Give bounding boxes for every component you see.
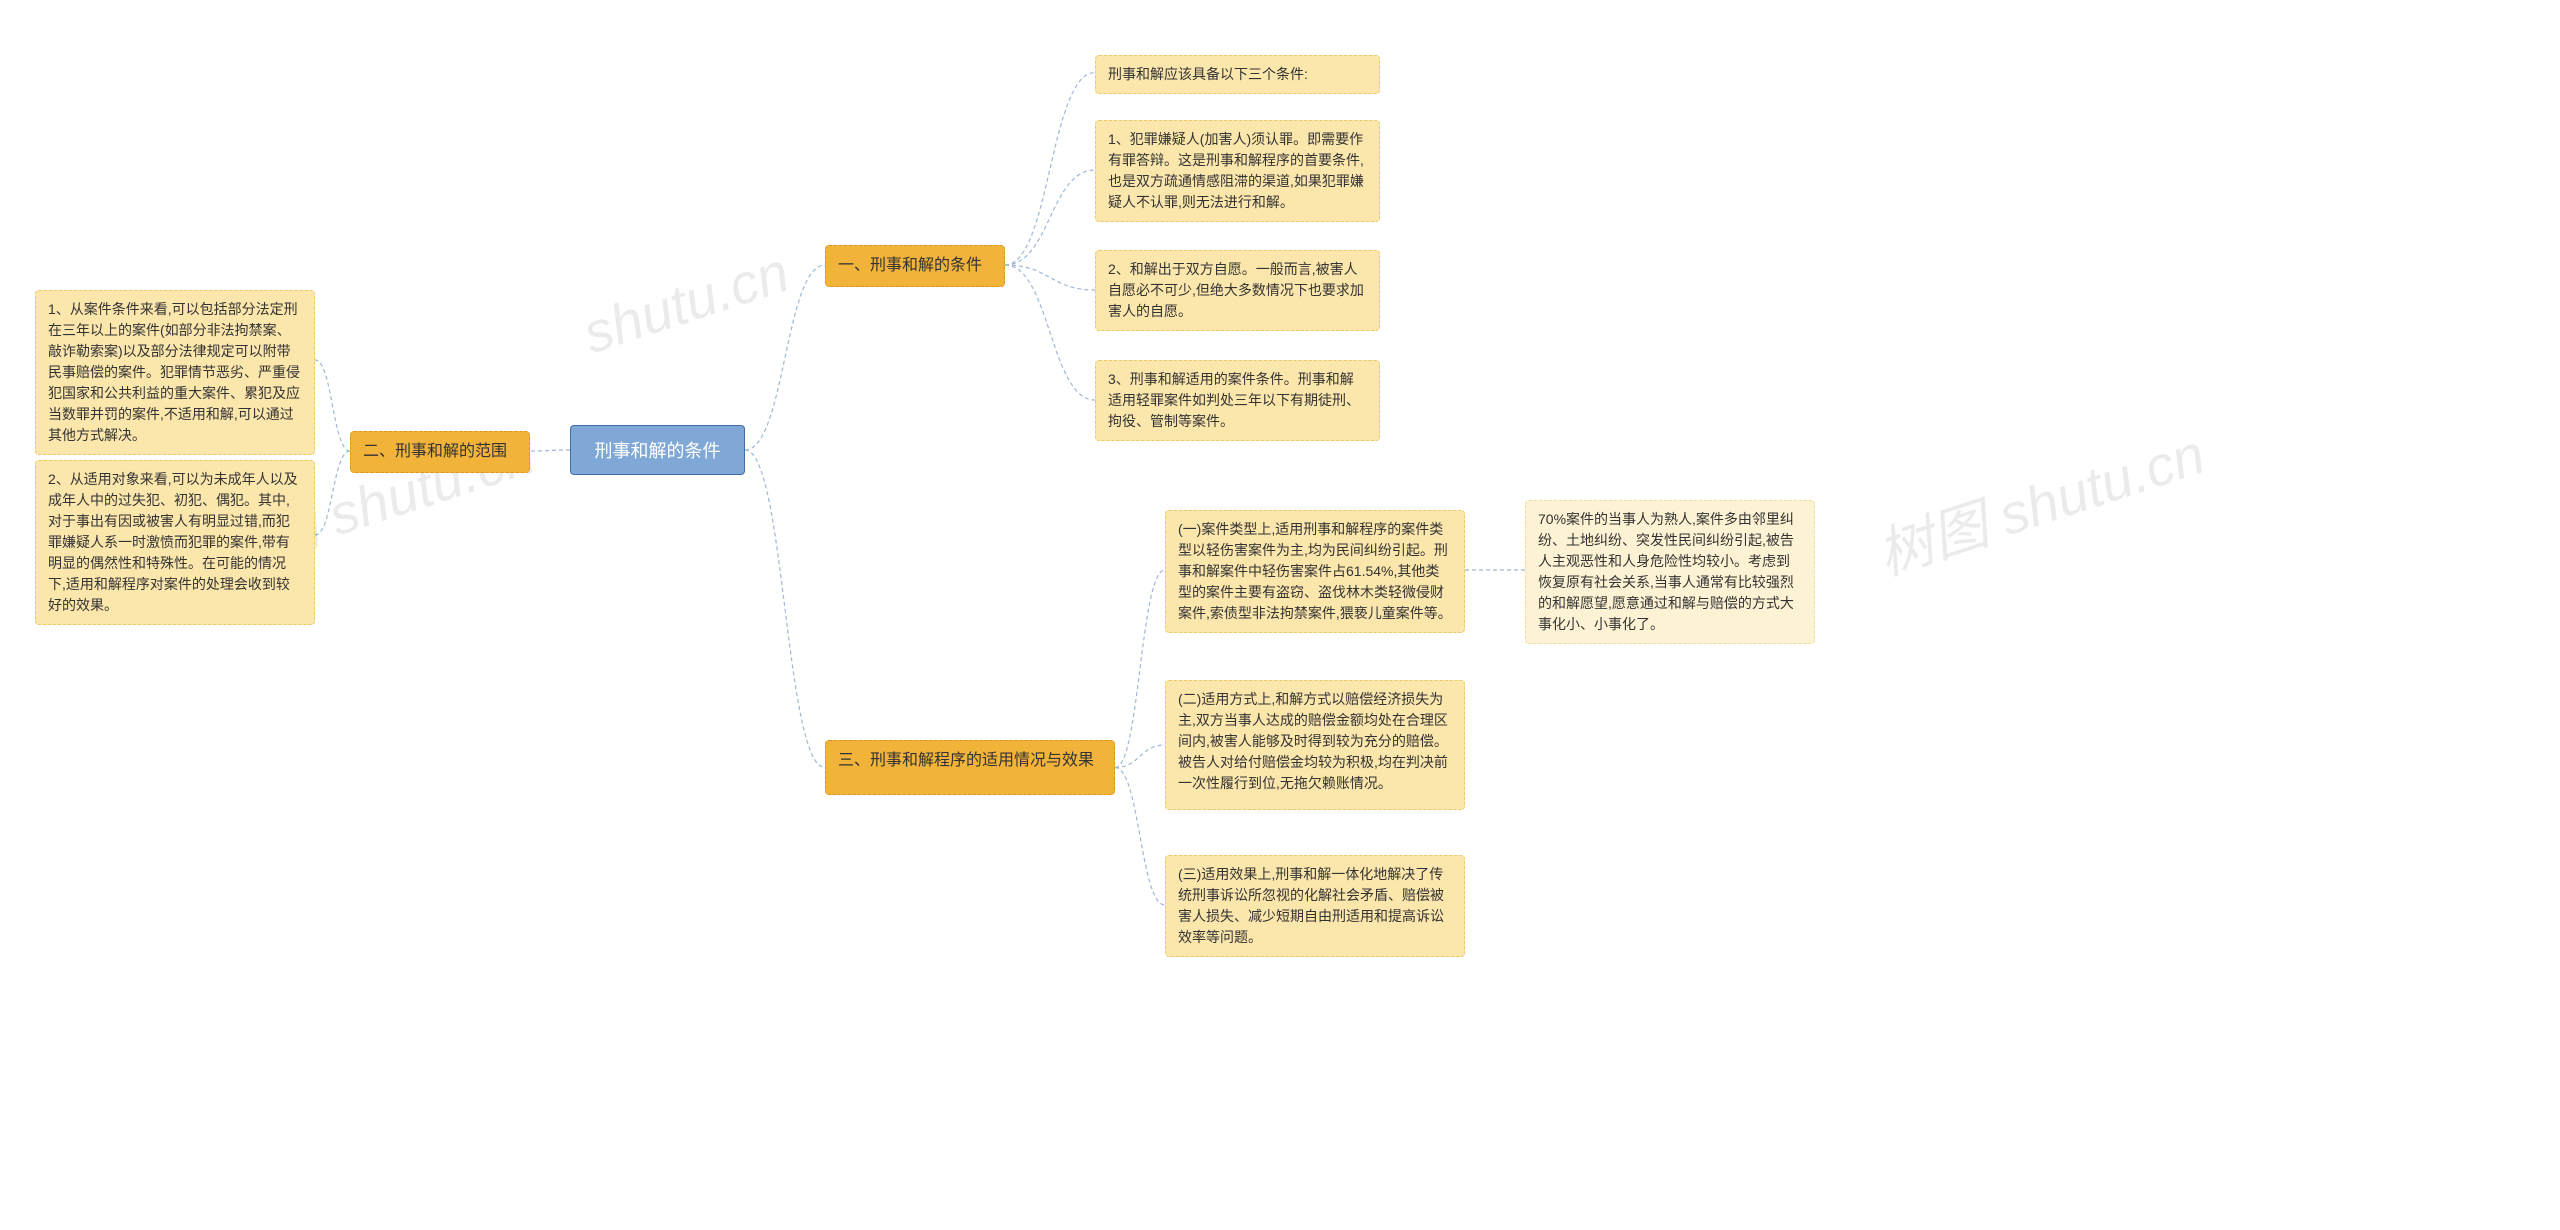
branch-1[interactable]: 一、刑事和解的条件 — [825, 245, 1005, 287]
detail-3-0[interactable]: 70%案件的当事人为熟人,案件多由邻里纠纷、土地纠纷、突发性民间纠纷引起,被告人… — [1525, 500, 1815, 644]
leaf-1-2[interactable]: 2、和解出于双方自愿。一般而言,被害人自愿必不可少,但绝大多数情况下也要求加害人… — [1095, 250, 1380, 331]
watermark-3: 树图 shutu.cn — [1866, 410, 2214, 592]
leaf-2-0[interactable]: 1、从案件条件来看,可以包括部分法定刑在三年以上的案件(如部分非法拘禁案、敲诈勒… — [35, 290, 315, 455]
leaf-1-3[interactable]: 3、刑事和解适用的案件条件。刑事和解适用轻罪案件如判处三年以下有期徒刑、拘役、管… — [1095, 360, 1380, 441]
watermark-2: shutu.cn — [575, 239, 796, 366]
leaf-3-2[interactable]: (三)适用效果上,刑事和解一体化地解决了传统刑事诉讼所忽视的化解社会矛盾、赔偿被… — [1165, 855, 1465, 957]
branch-3[interactable]: 三、刑事和解程序的适用情况与效果 — [825, 740, 1115, 795]
leaf-2-1[interactable]: 2、从适用对象来看,可以为未成年人以及成年人中的过失犯、初犯、偶犯。其中,对于事… — [35, 460, 315, 625]
leaf-1-0[interactable]: 刑事和解应该具备以下三个条件: — [1095, 55, 1380, 94]
leaf-3-0[interactable]: (一)案件类型上,适用刑事和解程序的案件类型以轻伤害案件为主,均为民间纠纷引起。… — [1165, 510, 1465, 633]
branch-2[interactable]: 二、刑事和解的范围 — [350, 431, 530, 473]
leaf-3-1[interactable]: (二)适用方式上,和解方式以赔偿经济损失为主,双方当事人达成的赔偿金额均处在合理… — [1165, 680, 1465, 810]
root-node[interactable]: 刑事和解的条件 — [570, 425, 745, 475]
leaf-1-1[interactable]: 1、犯罪嫌疑人(加害人)须认罪。即需要作有罪答辩。这是刑事和解程序的首要条件,也… — [1095, 120, 1380, 222]
